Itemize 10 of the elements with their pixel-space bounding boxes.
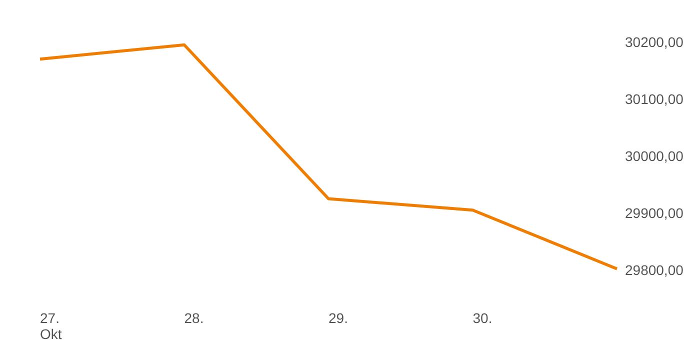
y-tick-label: 29900,00 xyxy=(625,205,684,221)
y-tick-label: 29800,00 xyxy=(625,262,684,278)
x-tick-label: 27. Okt xyxy=(40,310,62,342)
line-series xyxy=(38,43,618,270)
x-tick-label: 28. xyxy=(184,310,204,326)
x-tick-label: 30. xyxy=(472,310,492,326)
y-tick-label: 30200,00 xyxy=(625,34,684,50)
x-tick-label: 29. xyxy=(328,310,348,326)
y-tick-label: 30100,00 xyxy=(625,91,684,107)
y-tick-label: 30000,00 xyxy=(625,148,684,164)
